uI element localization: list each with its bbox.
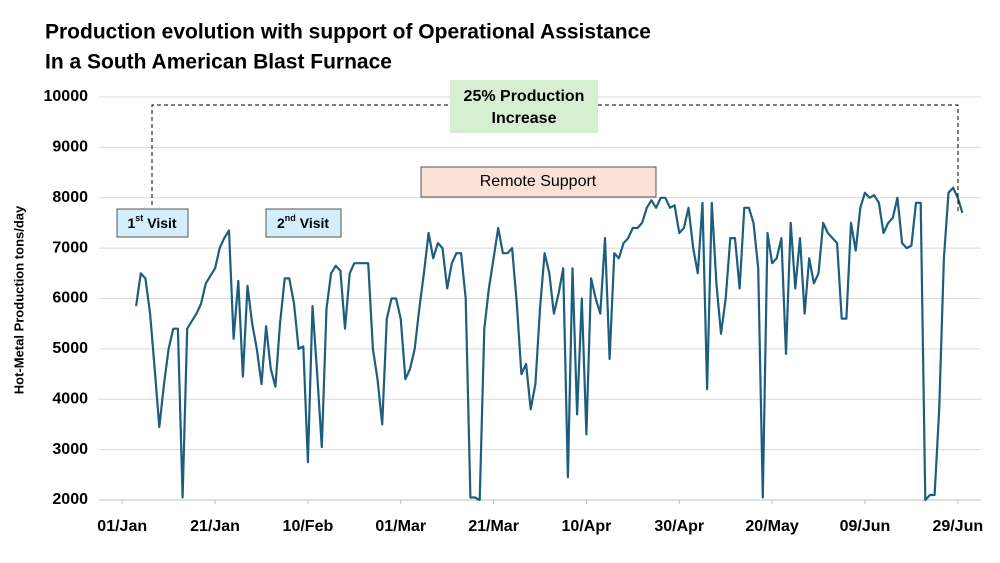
bracket	[151, 104, 959, 212]
y-tick-label: 9000	[52, 139, 88, 156]
annotation: Increase	[492, 110, 557, 127]
x-tick-label: 20/May	[745, 518, 798, 535]
chart-title: In a South American Blast Furnace	[45, 51, 392, 74]
annotation: 25% Production	[464, 88, 585, 105]
annotation-part: nd	[285, 213, 296, 223]
annotation: Remote Support	[480, 173, 597, 190]
x-tick-label: 10/Apr	[562, 518, 612, 535]
annotation-part: st	[135, 213, 143, 223]
x-tick-label: 09/Jun	[840, 518, 891, 535]
x-tick-label: 01/Mar	[375, 518, 426, 535]
y-tick-label: 6000	[52, 290, 88, 307]
x-tick-label: 10/Feb	[283, 518, 334, 535]
series-line	[135, 186, 964, 502]
annotation-part: 1	[127, 215, 135, 231]
y-tick-label: 7000	[52, 239, 88, 256]
visit1-box	[116, 208, 189, 238]
y-tick-label: 5000	[52, 340, 88, 357]
y-tick-label: 3000	[52, 441, 88, 458]
increase-box	[450, 80, 598, 133]
x-tick-label: 30/Apr	[654, 518, 704, 535]
visit2-box	[265, 208, 342, 238]
x-tick-label: 21/Jan	[190, 518, 240, 535]
y-axis-label: Hot-Metal Production tons/day	[11, 205, 26, 394]
x-tick-label: 21/Mar	[468, 518, 519, 535]
annotation-part: Visit	[147, 215, 177, 231]
remote-box	[420, 166, 657, 198]
annotation: 2nd Visit	[277, 213, 329, 230]
plot-area: 2000 3000 4000 5000 6000 7000 8000 9000 10000 01/…	[44, 88, 984, 535]
annotation: 1st Visit	[127, 213, 176, 230]
y-tick-label: 8000	[52, 189, 88, 206]
y-tick-label: 4000	[52, 390, 88, 407]
y-tick-label: 2000	[52, 491, 88, 508]
annotation-part: Visit	[300, 215, 330, 231]
annotation-part: 2	[277, 215, 285, 231]
chart-title: Production evolution with support of Ope…	[45, 21, 651, 44]
y-tick-label: 10000	[44, 88, 89, 105]
x-tick-label: 01/Jan	[97, 518, 147, 535]
x-tick-label: 29/Jun	[932, 518, 983, 535]
